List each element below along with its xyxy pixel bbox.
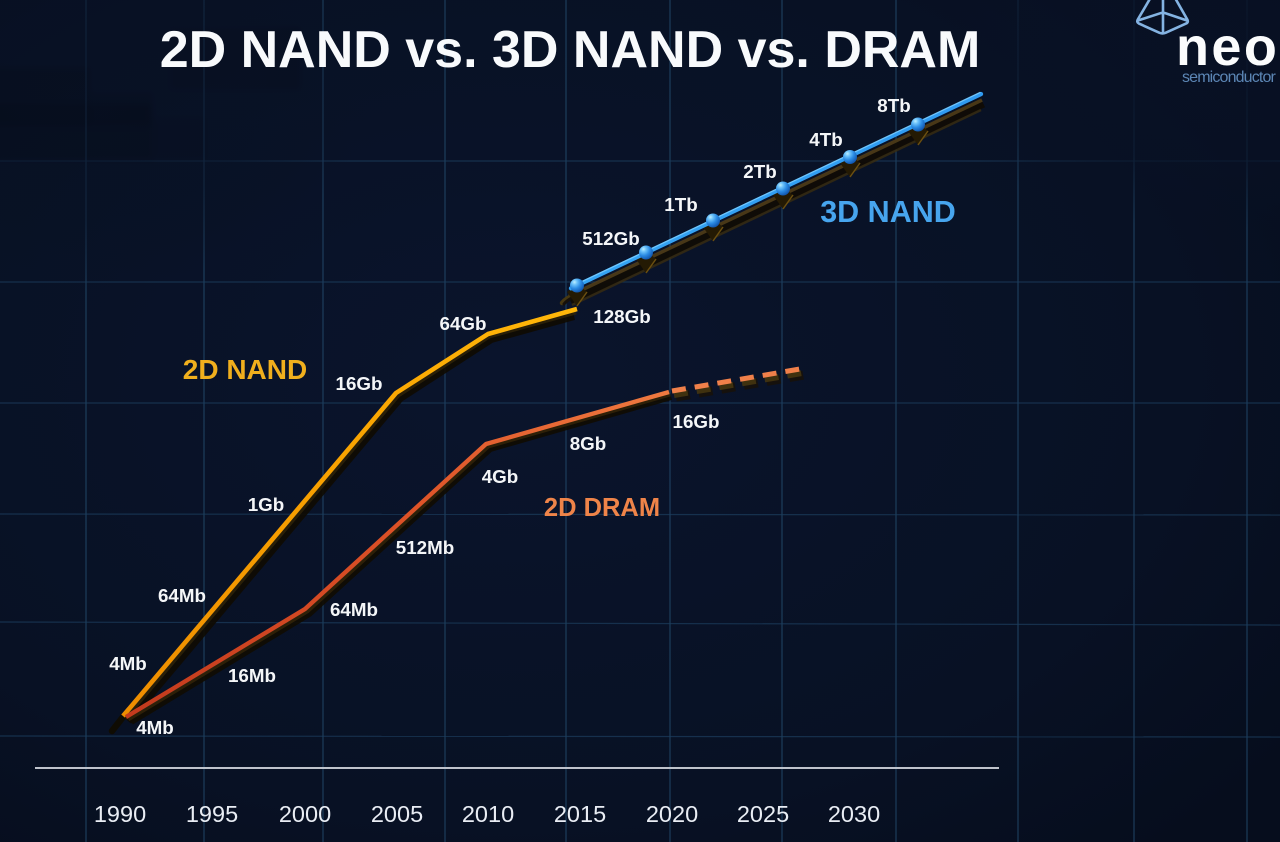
svg-text:2Tb: 2Tb	[743, 161, 776, 182]
svg-text:128Gb: 128Gb	[593, 306, 650, 327]
svg-text:4Gb: 4Gb	[482, 466, 519, 487]
svg-text:512Gb: 512Gb	[582, 228, 639, 249]
svg-text:1990: 1990	[94, 801, 146, 827]
svg-text:2025: 2025	[737, 801, 789, 827]
svg-text:2D DRAM: 2D DRAM	[544, 494, 660, 522]
svg-text:2010: 2010	[462, 801, 514, 827]
svg-text:2D NAND vs. 3D NAND vs. DRAM: 2D NAND vs. 3D NAND vs. DRAM	[160, 21, 981, 79]
svg-text:1995: 1995	[186, 801, 238, 827]
svg-text:2D NAND: 2D NAND	[183, 354, 307, 385]
svg-text:semiconductor: semiconductor	[1182, 69, 1277, 86]
svg-text:2000: 2000	[279, 801, 331, 827]
svg-text:1Gb: 1Gb	[248, 494, 285, 515]
svg-text:2015: 2015	[554, 801, 606, 827]
svg-text:16Mb: 16Mb	[228, 665, 276, 686]
svg-text:neo: neo	[1176, 17, 1279, 77]
svg-text:512Mb: 512Mb	[396, 537, 454, 558]
svg-text:3D NAND: 3D NAND	[820, 195, 956, 229]
svg-text:4Mb: 4Mb	[109, 653, 147, 674]
svg-text:8Tb: 8Tb	[877, 95, 910, 116]
svg-text:4Tb: 4Tb	[809, 129, 842, 150]
svg-text:64Mb: 64Mb	[158, 585, 206, 606]
svg-text:64Mb: 64Mb	[330, 599, 378, 620]
svg-text:16Gb: 16Gb	[336, 373, 383, 394]
svg-text:2020: 2020	[646, 801, 698, 827]
svg-text:2005: 2005	[371, 801, 423, 827]
svg-text:64Gb: 64Gb	[440, 313, 487, 334]
svg-text:16Gb: 16Gb	[673, 411, 720, 432]
svg-text:1Tb: 1Tb	[664, 194, 697, 215]
svg-text:4Mb: 4Mb	[136, 717, 174, 738]
svg-text:8Gb: 8Gb	[570, 433, 607, 454]
svg-text:2030: 2030	[828, 801, 880, 827]
